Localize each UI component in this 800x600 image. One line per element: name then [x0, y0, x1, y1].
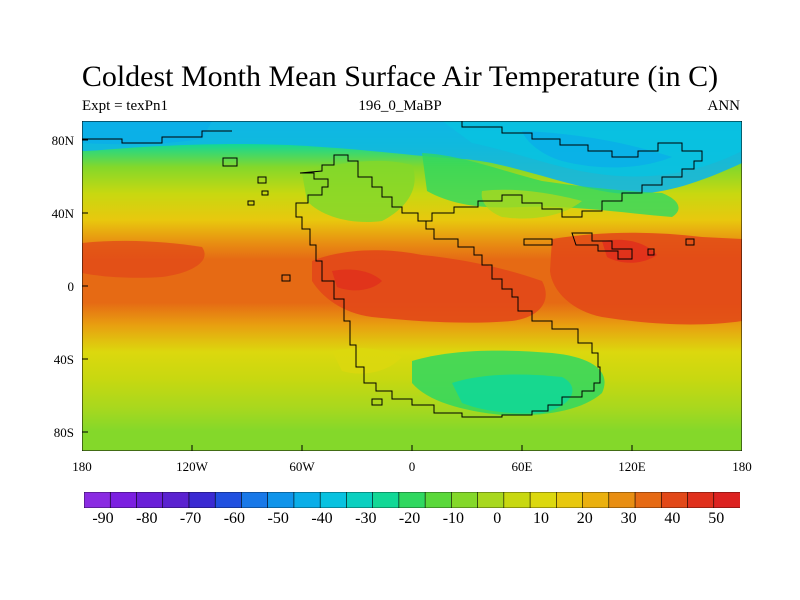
colorbar-tick-label: 30: [620, 510, 637, 527]
colorbar-swatch: [451, 492, 479, 508]
tropical-hot-band: [312, 250, 546, 323]
continent-outline: [295, 154, 601, 418]
time-label: 196_0_MaBP: [358, 98, 442, 114]
colorbar-swatch: [241, 492, 269, 508]
colorbar-swatch: [477, 492, 505, 508]
colorbar-swatch: [529, 492, 557, 508]
map-title: Coldest Month Mean Surface Air Temperatu…: [81, 60, 719, 93]
lon-tick-label: 180: [72, 459, 92, 474]
lat-tick-label: 80N: [51, 133, 74, 148]
lon-tick-label: 0: [408, 459, 416, 474]
colorbar-tick-label: 10: [533, 510, 549, 527]
colorbar-tick-label: -10: [442, 510, 465, 527]
colorbar-tick-label: -70: [179, 510, 202, 527]
colorbar-swatch: [582, 492, 610, 508]
colorbar-swatch: [84, 492, 111, 508]
season-label: ANN: [707, 98, 741, 114]
colorbar-tick-label: -20: [398, 510, 421, 527]
colorbar-tick-label: -60: [223, 510, 246, 527]
colorbar-swatch: [214, 492, 243, 508]
lon-tick-label: 120E: [618, 459, 646, 474]
colorbar-swatch: [556, 492, 584, 508]
lon-tick-label: 120W: [176, 459, 208, 474]
colorbar-tick-label: 40: [664, 510, 681, 527]
experiment-label: Expt = texPn1: [82, 98, 168, 114]
island-outline: [222, 157, 238, 167]
colorbar-tick-label: 50: [708, 510, 725, 527]
colorbar-swatch: [608, 492, 636, 508]
temperature-map: [82, 121, 742, 451]
colorbar-swatch: [634, 492, 662, 508]
colorbar: [84, 492, 740, 508]
colorbar-swatch: [267, 492, 295, 508]
colorbar-swatch: [503, 492, 531, 508]
colorbar-swatch: [188, 492, 216, 508]
lon-tick-label: 180: [732, 459, 752, 474]
colorbar-swatch: [660, 492, 689, 508]
colorbar-swatch: [162, 492, 190, 508]
colorbar-swatch: [424, 492, 452, 508]
lon-tick-label: 60E: [511, 459, 533, 474]
colorbar-swatch: [109, 492, 138, 508]
lat-tick-label: 0: [67, 279, 75, 294]
colorbar-swatch: [713, 492, 740, 508]
lat-tick-label: 40N: [51, 206, 74, 221]
colorbar-tick-label: -30: [355, 510, 377, 527]
colorbar-swatch: [372, 492, 400, 508]
colorbar-tick-label: -40: [311, 510, 333, 527]
lon-tick-label: 60W: [289, 459, 315, 474]
colorbar-tick-label: -90: [92, 510, 114, 527]
colorbar-tick-label: -50: [267, 510, 289, 527]
colorbar-tick-label: 0: [493, 510, 502, 527]
colorbar-swatch: [346, 492, 374, 508]
lat-tick-label: 80S: [53, 425, 74, 440]
colorbar-tick-label: -80: [136, 510, 158, 527]
colorbar-swatch: [687, 492, 715, 508]
colorbar-swatch: [398, 492, 426, 508]
lat-tick-label: 40S: [53, 352, 74, 367]
colorbar-swatch: [319, 492, 348, 508]
north-land-green: [302, 160, 415, 223]
colorbar-swatch: [136, 492, 164, 508]
colorbar-swatch: [293, 492, 321, 508]
colorbar-tick-label: 20: [576, 510, 593, 527]
